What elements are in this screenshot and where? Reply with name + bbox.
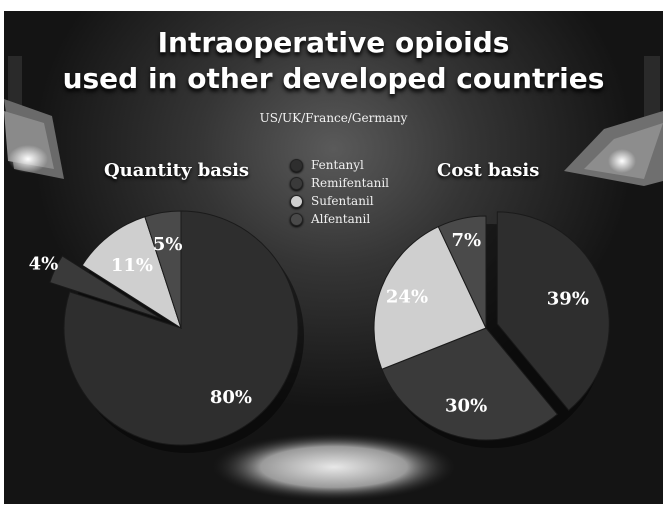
slice-label-fentanyl: 39% [547,289,589,310]
slice-label-alfentanil: 7% [452,230,482,251]
pie-slice-fentanyl [63,210,299,446]
legend-label: Remifentanil [311,176,390,190]
pie-slice-remifentanil [49,255,162,320]
legend-swatch [290,176,303,190]
cost-basis-heading: Cost basis [437,160,540,181]
legend-item-fentanyl: Fentanyl [290,156,389,174]
floor-spotlight [212,433,456,501]
legend-swatch [290,212,303,226]
pie-slice-sufentanil [373,225,487,370]
pie-slice-remifentanil [381,327,559,441]
pie-slice-fentanyl [496,211,610,411]
legend-item-alfentanil: Alfentanil [290,210,389,228]
quantity-basis-heading: Quantity basis [104,160,250,181]
slice-label-alfentanil: 5% [153,234,183,255]
legend-item-sufentanil: Sufentanil [290,192,389,210]
pie-slice-alfentanil [437,215,487,329]
slice-label-fentanyl: 80% [210,387,252,408]
slide-title: Intraoperative opioids used in other dev… [62,26,605,95]
pie-charts: 80% 4% 11%5% 39% 30% 24% 7% [4,56,663,501]
slice-label-sufentanil: 24% [386,287,428,308]
legend-swatch [290,158,303,172]
stage-light-right-icon [564,56,663,186]
pie-slice-alfentanil [144,210,182,329]
stage-light-left-icon [4,56,64,179]
pie-slice-sufentanil [81,216,182,330]
slice-label-sufentanil: 11% [111,255,153,276]
legend-item-remifentanil: Remifentanil [290,174,389,192]
pie-quantity-basis: 80% 4% 11%5% [29,210,304,453]
slide-subtitle: US/UK/France/Germany [259,111,408,125]
slice-label-remifentanil: 30% [445,395,487,416]
legend-swatch [290,194,303,208]
slice-label-remifentanil: 4% [29,253,59,274]
legend-label: Sufentanil [311,194,374,208]
legend-label: Fentanyl [311,158,364,172]
legend: Fentanyl Remifentanil Sufentanil Alfenta… [290,156,389,228]
pie-cost-basis: 39% 30% 24% 7% [373,211,610,448]
chart-panel: Intraoperative opioids used in other dev… [4,11,663,504]
legend-label: Alfentanil [311,212,371,226]
